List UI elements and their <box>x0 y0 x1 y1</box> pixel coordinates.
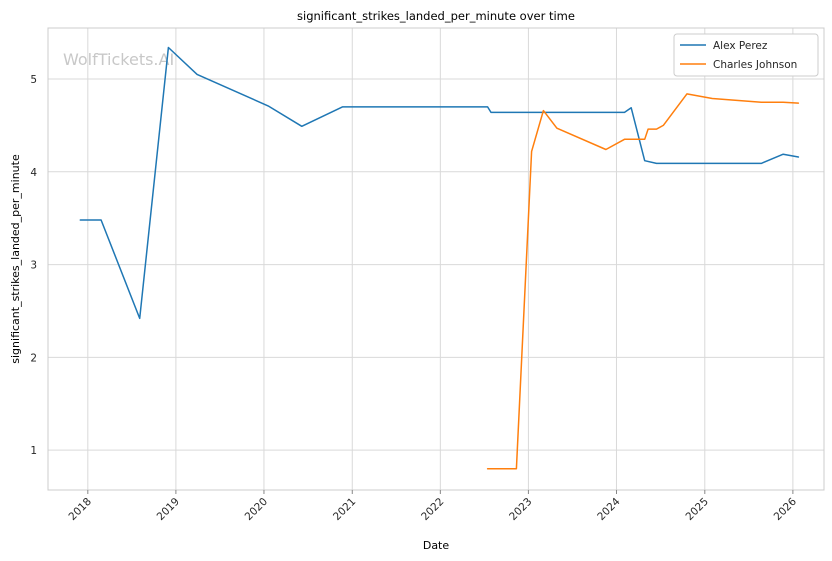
x-axis-label: Date <box>423 539 450 552</box>
series-line-charles-johnson <box>486 93 800 470</box>
y-tick-label: 1 <box>30 445 37 457</box>
legend-label-charles-johnson: Charles Johnson <box>713 59 797 71</box>
legend-label-alex-perez: Alex Perez <box>713 40 768 52</box>
legend: Alex Perez Charles Johnson <box>673 33 819 77</box>
watermark: WolfTickets.AI <box>63 50 174 69</box>
y-tick-label: 5 <box>30 74 37 86</box>
x-tick-labels: 2018 2019 2020 2021 2022 2023 2024 2025 2026 <box>67 490 799 523</box>
legend-box <box>673 33 819 77</box>
grid-lines <box>48 28 824 490</box>
y-tick-label: 4 <box>30 167 37 179</box>
series-layer <box>79 46 800 470</box>
y-tick-label: 2 <box>30 352 37 364</box>
y-axis-label: significant_strikes_landed_per_minute <box>9 154 22 364</box>
chart-title: significant_strikes_landed_per_minute ov… <box>297 9 575 23</box>
y-tick-labels: 1 2 3 4 5 <box>30 74 37 457</box>
series-line-alex-perez <box>79 46 800 320</box>
y-tick-label: 3 <box>30 260 37 272</box>
plot-frame <box>47 27 825 491</box>
